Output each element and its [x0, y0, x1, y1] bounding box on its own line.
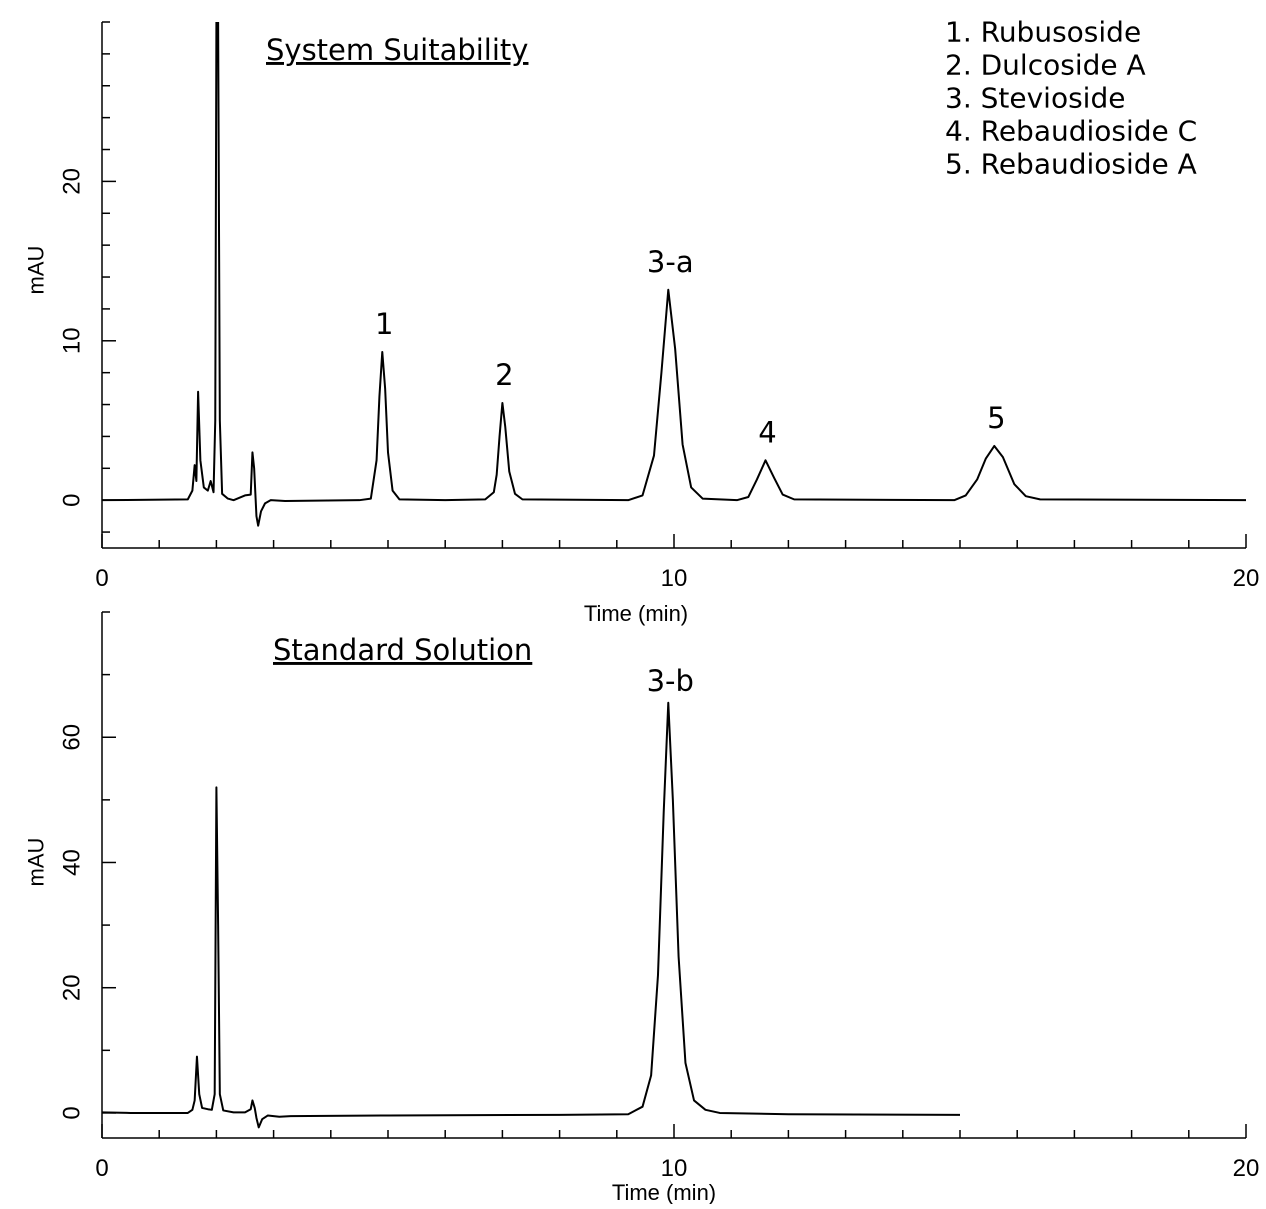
y-axis-label: mAU: [24, 246, 49, 295]
y-axis-label: mAU: [24, 838, 49, 887]
peak-label-4: 4: [758, 415, 776, 449]
y-tick-label: 40: [59, 849, 86, 876]
y-tick-label: 0: [59, 494, 86, 507]
legend-entry: 3. Stevioside: [945, 82, 1125, 115]
chart-title: Standard Solution: [273, 633, 532, 667]
peak-label-2: 2: [495, 358, 513, 392]
chart-panel-1: 0 10 20 0 10 20 mAU Time (min) System Suitabilit…: [24, 16, 1260, 627]
x-tick-label: 0: [95, 565, 108, 592]
x-tick-label: 20: [1233, 1155, 1260, 1182]
legend-entry: 5. Rebaudioside A: [945, 148, 1197, 181]
chromatogram-trace: [102, 701, 961, 1129]
peak-label-1: 1: [375, 307, 393, 341]
y-tick-label: 0: [59, 1106, 86, 1119]
chart-title: System Suitability: [266, 33, 528, 67]
peak-label-3-a: 3-a: [647, 245, 694, 279]
legend-entry: 4. Rebaudioside C: [945, 115, 1197, 148]
y-tick-label: 20: [59, 974, 86, 1001]
x-axis-label: Time (min): [612, 1180, 716, 1204]
y-tick-label: 10: [59, 327, 86, 354]
x-tick-label: 10: [661, 565, 688, 592]
peak-label-5: 5: [987, 401, 1005, 435]
x-tick-label: 20: [1233, 565, 1260, 592]
y-tick-label: 60: [59, 724, 86, 751]
y-tick-label: 20: [59, 168, 86, 195]
x-axis-label: Time (min): [584, 601, 688, 626]
chromatogram-trace: [102, 22, 1246, 527]
peak-label-3-b: 3-b: [647, 664, 694, 698]
legend-entry: 1. Rubusoside: [945, 16, 1141, 49]
chart-panel-2: 0 10 20 0 20 40 60 mAU Time (min) Standard Soluti…: [24, 611, 1260, 1205]
legend-entry: 2. Dulcoside A: [945, 49, 1146, 82]
x-tick-label: 0: [95, 1155, 108, 1182]
x-tick-label: 10: [661, 1155, 688, 1182]
